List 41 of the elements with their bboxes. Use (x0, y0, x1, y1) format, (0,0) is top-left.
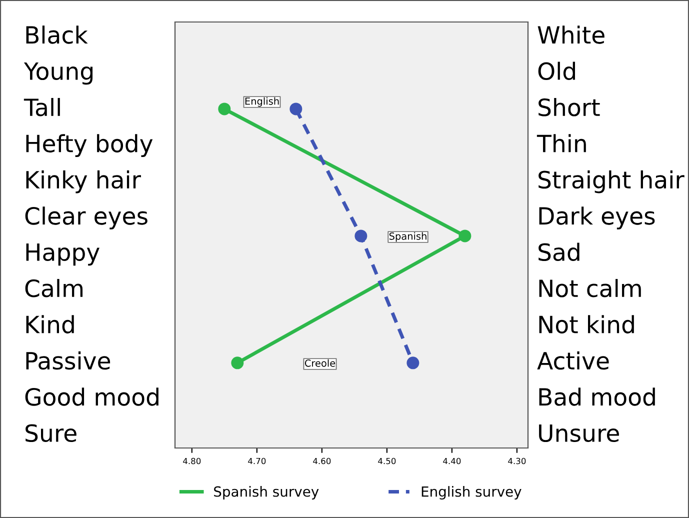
point (458, 230, 472, 242)
text: Sad (538, 242, 580, 262)
text: Sure (26, 424, 76, 442)
text: Not kind (539, 315, 634, 334)
text: Kinky hair (26, 170, 142, 194)
text: Unsure (539, 424, 619, 442)
legend-label: English survey (422, 486, 522, 500)
x-tick-label: 4.50 (378, 458, 396, 464)
legend-label: Spanish survey (214, 486, 319, 500)
text: Calm (25, 278, 83, 298)
text: Dark eyes (539, 206, 655, 230)
point (354, 230, 368, 242)
text: Kind (26, 315, 74, 334)
text: Good mood (25, 388, 158, 406)
text: Short (538, 98, 600, 116)
text: Hefty body (26, 134, 153, 158)
point (406, 356, 420, 370)
x-tick-label: 4.80 (183, 458, 201, 464)
text: Black (26, 26, 88, 44)
text: Passive (26, 351, 110, 370)
x-tick-label: 4.70 (248, 458, 266, 464)
text: White (538, 26, 604, 44)
text: Happy (26, 244, 100, 266)
text: Clear eyes (25, 206, 148, 230)
text: Straight hair (538, 170, 684, 194)
x-tick-label: 4.60 (313, 458, 331, 464)
x-tick-label: 4.40 (443, 458, 461, 464)
point (218, 102, 231, 116)
point (290, 102, 302, 116)
annotation: English (245, 97, 279, 107)
x-tick-label: 4.30 (508, 458, 526, 464)
text: Not calm (539, 278, 641, 298)
text: Thin (536, 134, 586, 152)
annotation: Creole (304, 359, 336, 367)
text: Bad mood (539, 388, 655, 406)
annotation: Spanish (389, 232, 426, 242)
point (231, 356, 244, 370)
text: Young (24, 62, 93, 85)
text: Active (537, 351, 609, 370)
text: Tall (24, 98, 60, 116)
text: Old (538, 62, 575, 80)
